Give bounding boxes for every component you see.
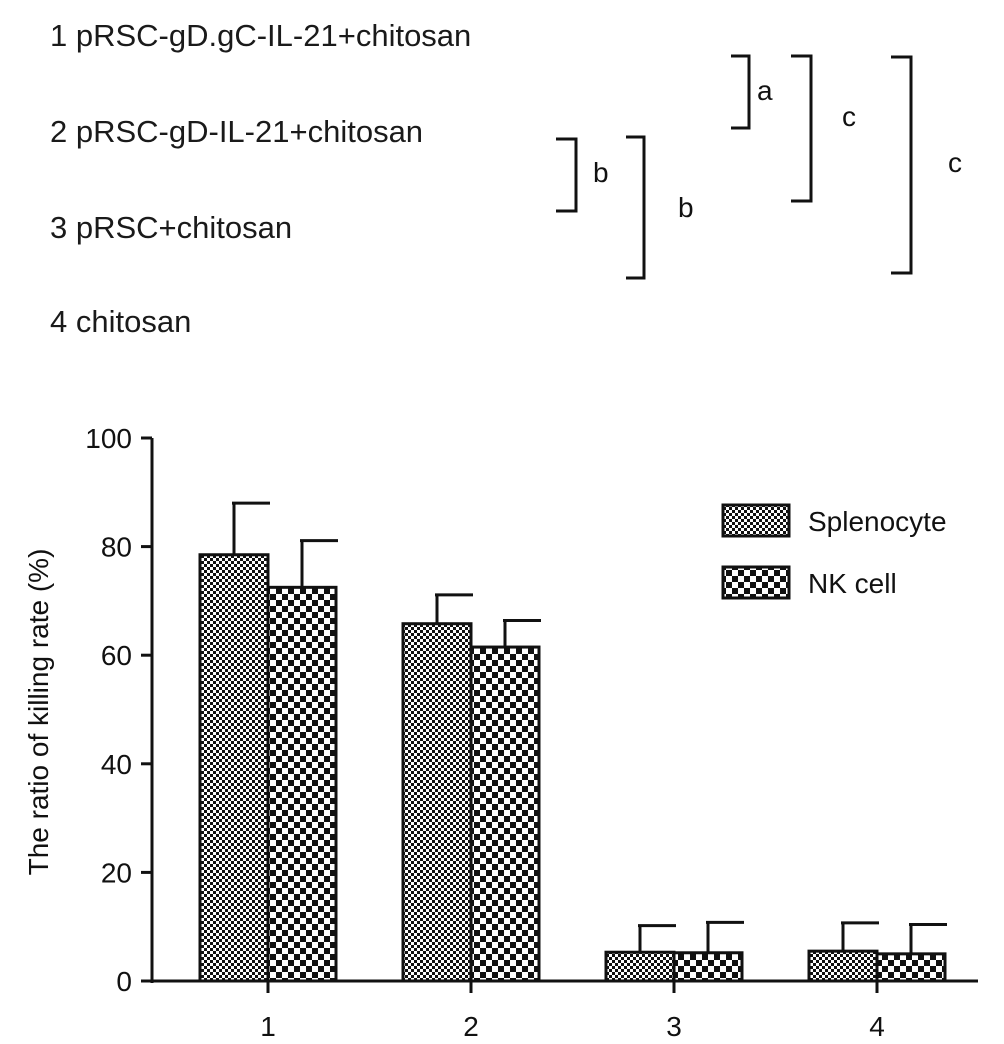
- group-label-1: 1 pRSC-gD.gC-IL-21+chitosan: [50, 18, 472, 53]
- bar-nk-cell-4: [875, 952, 947, 983]
- bars: [198, 553, 947, 983]
- bar-splenocyte-1: [198, 553, 270, 983]
- bar-nk-cell-3: [672, 951, 744, 983]
- significance-brackets: [556, 54, 913, 280]
- bar-splenocyte-2: [401, 622, 473, 983]
- x-tick-label: 4: [869, 1011, 885, 1042]
- legend-swatch-nk-cell: [721, 565, 791, 600]
- y-tick-label: 40: [101, 749, 132, 780]
- sig-label-a: a: [757, 75, 773, 106]
- bar-nk-cell-2: [469, 645, 541, 983]
- bar-splenocyte-4: [807, 949, 879, 983]
- y-ticks: 0 20 40 60 80 100: [85, 423, 152, 997]
- legend-label-nk-cell: NK cell: [808, 568, 897, 599]
- sig-label-b-2: b: [678, 192, 694, 223]
- y-tick-label: 0: [116, 966, 132, 997]
- bracket-2-4: [626, 135, 646, 280]
- y-axis-label: The ratio of killing rate (%): [23, 549, 54, 876]
- bar-nk-cell-1: [266, 585, 338, 983]
- sig-label-c-1: c: [842, 101, 856, 132]
- group-label-3: 3 pRSC+chitosan: [50, 210, 293, 245]
- x-tick-label: 3: [666, 1011, 682, 1042]
- y-tick-label: 60: [101, 640, 132, 671]
- x-ticks: 1 2 3 4: [260, 981, 885, 1042]
- x-tick-label: 1: [260, 1011, 276, 1042]
- y-tick-label: 100: [85, 423, 132, 454]
- bracket-1-3: [791, 54, 813, 203]
- x-tick-label: 2: [463, 1011, 479, 1042]
- sig-label-b-1: b: [593, 157, 609, 188]
- bar-splenocyte-3: [604, 950, 676, 983]
- bracket-2-3: [556, 137, 578, 213]
- legend: Splenocyte NK cell: [721, 503, 947, 600]
- bracket-1-4: [891, 55, 913, 275]
- bracket-1-2: [731, 54, 751, 130]
- error-bars: [232, 501, 947, 954]
- sig-label-c-2: c: [948, 147, 962, 178]
- legend-label-splenocyte: Splenocyte: [808, 506, 947, 537]
- y-tick-label: 80: [101, 532, 132, 563]
- legend-swatch-splenocyte: [721, 503, 791, 538]
- group-label-4: 4 chitosan: [50, 304, 192, 339]
- group-label-2: 2 pRSC-gD-IL-21+chitosan: [50, 114, 424, 149]
- y-tick-label: 20: [101, 857, 132, 888]
